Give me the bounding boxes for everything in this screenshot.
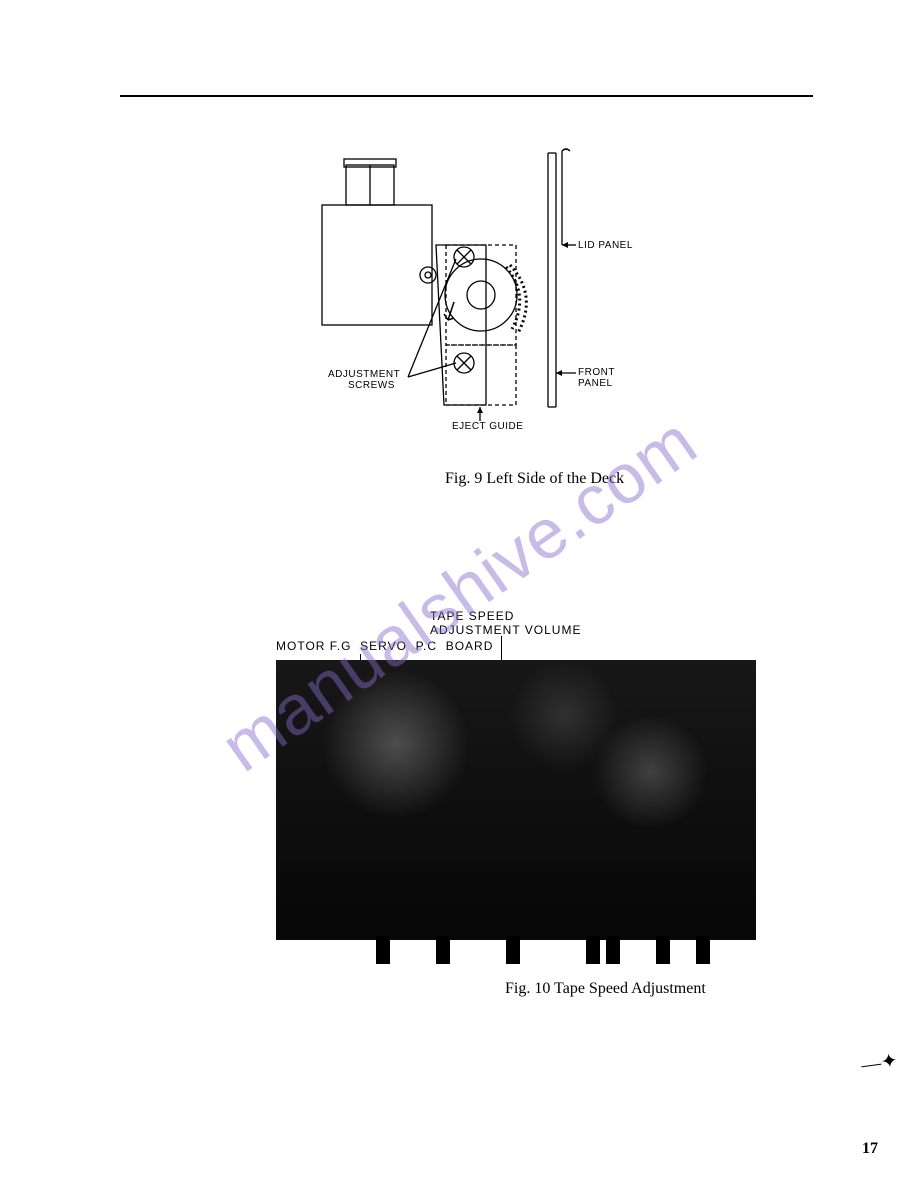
figure-9-diagram: LID PANEL FRONT PANEL ADJUSTMENT SCREWS … [316,145,646,465]
label-front-panel: FRONT PANEL [578,367,646,389]
margin-scribble: —✦ [860,1048,900,1078]
photo-peg [586,936,600,964]
label-tape-speed-1: TAPE SPEED [430,610,514,623]
photo-peg [436,936,450,964]
figure-10-caption: Fig. 10 Tape Speed Adjustment [505,980,706,998]
figure-9-svg [316,145,646,465]
label-adj-screws-2: SCREWS [348,380,395,391]
photo-peg [656,936,670,964]
label-adj-screws-1: ADJUSTMENT [328,369,400,380]
figure-10-photo-pegs [276,936,756,972]
photo-peg [696,936,710,964]
label-lid-panel: LID PANEL [578,240,633,251]
page-root: manualshive.com [0,0,918,1188]
label-motor-board: MOTOR F.G SERVO P.C BOARD [276,640,493,653]
photo-peg [376,936,390,964]
figure-10-photo [276,660,756,940]
photo-peg [506,936,520,964]
top-rule [120,95,813,97]
page-number: 17 [862,1140,878,1158]
photo-peg [606,936,620,964]
label-eject-guide: EJECT GUIDE [452,421,523,432]
figure-9-caption: Fig. 9 Left Side of the Deck [445,470,624,488]
label-tape-speed-2: ADJUSTMENT VOLUME [430,624,581,637]
